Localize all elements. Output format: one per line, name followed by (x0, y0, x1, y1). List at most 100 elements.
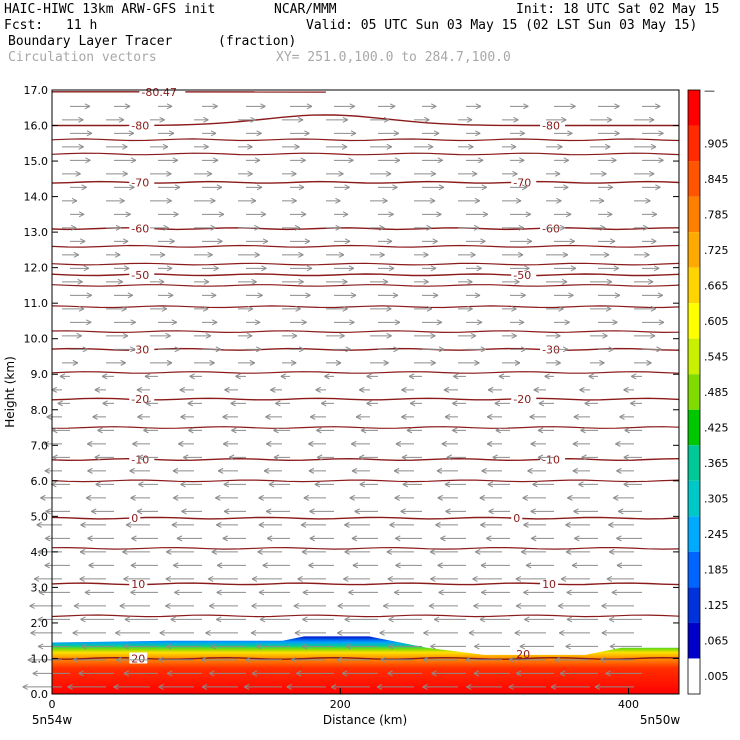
y-tick-label: 11.0 (24, 297, 49, 310)
colorbar-label: .605 (704, 315, 729, 328)
colorbar-label: .485 (704, 386, 729, 399)
colorbar-swatch (688, 480, 700, 517)
colorbar-swatch (688, 196, 700, 233)
temperature-contour (51, 457, 680, 462)
colorbar-label: .905 (704, 137, 729, 150)
y-tick-label: 8.0 (31, 404, 49, 417)
temperature-contour (51, 305, 680, 309)
forecast-label: Fcst: (4, 18, 44, 33)
contour-label: 10 (131, 578, 145, 591)
temperature-contour (51, 479, 680, 483)
field-name: Boundary Layer Tracer (8, 34, 173, 49)
colorbar-swatch (688, 409, 700, 446)
y-tick-label: 5.0 (31, 510, 49, 523)
colorbar-label: .125 (704, 599, 729, 612)
colorbar-swatch (688, 303, 700, 339)
x-tick-label: 200 (330, 698, 351, 711)
contour-label: -50 (513, 269, 531, 282)
colorbar-swatch (688, 551, 700, 588)
temperature-contour (51, 614, 680, 618)
colorbar-swatch (688, 161, 700, 197)
contour-label: -30 (131, 343, 149, 356)
y-tick-label: 13.0 (24, 226, 49, 239)
xy-range: XY= 251.0,100.0 to 284.7,100.0 (276, 50, 511, 65)
temperature-contour (51, 582, 680, 586)
y-tick-label: 12.0 (24, 262, 49, 275)
contour-label: -80 (131, 120, 149, 133)
temperature-contour (51, 371, 680, 374)
y-tick-label: 2.0 (31, 617, 49, 630)
contour-label: -80 (542, 120, 560, 133)
contour-label: -30 (542, 343, 560, 356)
temperature-contour (51, 180, 680, 184)
colorbar-label: .845 (704, 173, 729, 186)
temperature-contour (51, 347, 680, 351)
temperature-contour (51, 138, 680, 142)
colorbar-label: .665 (704, 279, 729, 292)
contour-label: -80.47 (141, 86, 176, 99)
temperature-contour (51, 262, 680, 266)
temperature-contour (51, 330, 680, 334)
y-tick-label: 0.0 (31, 688, 49, 701)
y-tick-label: 3.0 (31, 581, 49, 594)
vector-label: Circulation vectors (8, 50, 157, 65)
x-tick-label: 0 (49, 698, 56, 711)
contour-label: -10 (542, 454, 560, 467)
valid-time: Valid: 05 UTC Sun 03 May 15 (02 LST Sun … (306, 18, 698, 33)
colorbar-swatch (688, 338, 700, 375)
colorbar-swatch (688, 658, 700, 694)
contour-label: 0 (131, 512, 138, 525)
x-axis-title: Distance (km) (323, 713, 407, 727)
colorbar-label: .425 (704, 422, 729, 435)
tracer-field (52, 636, 679, 694)
temperature-contour (51, 152, 680, 156)
colorbar-label: .725 (704, 244, 729, 257)
contour-label: 10 (542, 578, 556, 591)
y-tick-label: 10.0 (24, 333, 49, 346)
contour-label: -60 (542, 223, 560, 236)
colorbar-swatch (688, 90, 700, 126)
x-tick-label: 400 (618, 698, 639, 711)
contour-label: -10 (131, 454, 149, 467)
temperature-contour (51, 273, 680, 277)
colorbar-label: .365 (704, 457, 729, 470)
colorbar-swatch (688, 445, 700, 481)
y-axis-title: Height (km) (3, 356, 17, 427)
temperature-contour (51, 656, 680, 660)
contour-label: 20 (516, 648, 530, 661)
forecast-hour: 11 h (66, 18, 98, 33)
contour-label: -70 (513, 176, 531, 189)
plot-frame (51, 89, 680, 695)
colorbar-label: .065 (704, 635, 729, 648)
colorbar-label: .305 (704, 493, 729, 506)
colorbar-swatch (688, 374, 700, 410)
contour-label: 20 (131, 652, 145, 665)
contour-label: -20 (131, 393, 149, 406)
model-title: HAIC-HIWC 13km ARW-GFS init (4, 2, 216, 17)
contour-label: 0 (513, 512, 520, 525)
colorbar-swatch (688, 516, 700, 552)
y-tick-label: 16.0 (24, 120, 49, 133)
y-tick-label: 7.0 (31, 439, 49, 452)
colorbar-frame (687, 89, 701, 695)
colorbar-label: .185 (704, 564, 729, 577)
colorbar-label: .245 (704, 528, 729, 541)
colorbar-label: — (704, 84, 715, 97)
y-tick-label: 4.0 (31, 546, 49, 559)
colorbar-swatch (688, 267, 700, 304)
contour-label: -60 (131, 223, 149, 236)
colorbar-label: .545 (704, 350, 729, 363)
colorbar-label: .005 (704, 670, 729, 683)
y-tick-label: 15.0 (24, 155, 49, 168)
y-tick-label: 6.0 (31, 475, 49, 488)
field-units: (fraction) (218, 34, 297, 49)
contour-label: -50 (131, 269, 149, 282)
org-label: NCAR/MMM (274, 2, 337, 17)
temperature-contour (51, 397, 680, 401)
y-tick-label: 9.0 (31, 368, 49, 381)
y-tick-label: 1.0 (31, 652, 49, 665)
temperature-contour (51, 244, 680, 248)
x-endpoint-left: 5n54w (32, 713, 73, 727)
y-tick-label: 17.0 (24, 84, 49, 97)
